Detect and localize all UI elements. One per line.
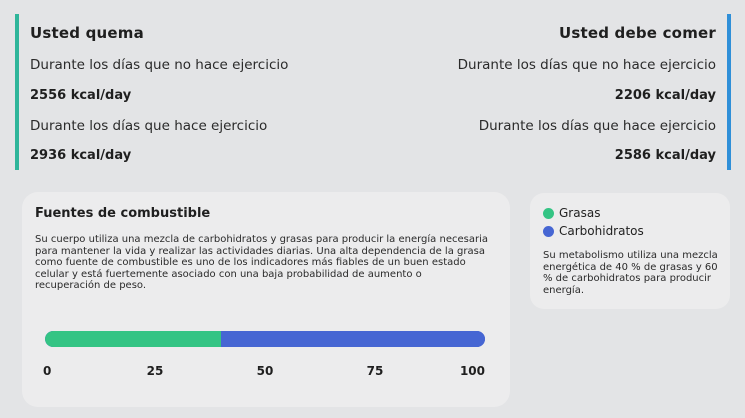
scale-tick: 0 [43, 364, 52, 378]
burn-active-label: Durante los días que hace ejercicio [30, 118, 268, 134]
scale-tick: 50 [256, 364, 274, 378]
legend-carbs: Carbohidratos [543, 224, 644, 238]
fuel-sources-card: Fuentes de combustible Su cuerpo utiliza… [22, 192, 510, 407]
fat-segment [45, 331, 221, 347]
burn-accent-bar [15, 14, 19, 170]
eat-rest-label: Durante los días que no hace ejercicio [457, 57, 716, 73]
carbs-dot-icon [543, 225, 554, 237]
fat-dot-icon [543, 207, 554, 219]
legend-note: Su metabolismo utiliza una mezcla energé… [543, 250, 718, 296]
burn-title: Usted quema [30, 24, 144, 42]
eat-active-label: Durante los días que hace ejercicio [478, 118, 716, 134]
legend-fat: Grasas [543, 206, 600, 220]
scale-tick: 75 [366, 364, 384, 378]
carbs-segment [221, 331, 485, 347]
fuel-legend-card: Grasas Carbohidratos Su metabolismo util… [530, 193, 730, 309]
fuel-description: Su cuerpo utiliza una mezcla de carbohid… [35, 234, 488, 292]
fuel-scale: 0 25 50 75 100 [43, 364, 485, 380]
legend-carbs-label: Carbohidratos [559, 224, 644, 238]
legend-fat-label: Grasas [559, 206, 601, 220]
burn-rest-value: 2556 kcal/day [30, 88, 132, 103]
burn-rest-label: Durante los días que no hace ejercicio [30, 57, 289, 73]
scale-tick: 25 [146, 364, 164, 378]
eat-accent-bar [727, 14, 731, 170]
eat-rest-value: 2206 kcal/day [614, 88, 716, 103]
calorie-summary: Usted quema Durante los días que no hace… [15, 14, 731, 170]
eat-title: Usted debe comer [558, 24, 716, 42]
eat-active-value: 2586 kcal/day [614, 148, 716, 163]
fuel-mix-bar [45, 331, 485, 347]
scale-tick: 100 [459, 364, 485, 378]
fuel-title: Fuentes de combustible [35, 206, 211, 221]
burn-active-value: 2936 kcal/day [30, 148, 132, 163]
